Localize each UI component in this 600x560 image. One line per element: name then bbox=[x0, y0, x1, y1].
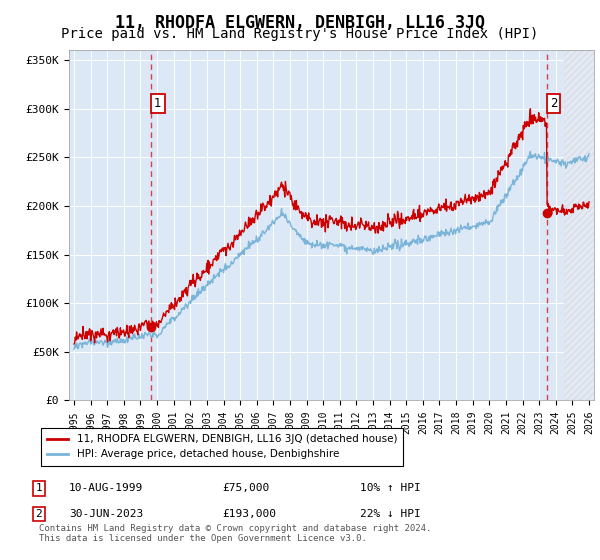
Bar bbox=[564, 50, 598, 400]
Text: 1: 1 bbox=[35, 483, 43, 493]
Text: 11, RHODFA ELGWERN, DENBIGH, LL16 3JQ: 11, RHODFA ELGWERN, DENBIGH, LL16 3JQ bbox=[115, 14, 485, 32]
Text: 2: 2 bbox=[35, 509, 43, 519]
Legend: 11, RHODFA ELGWERN, DENBIGH, LL16 3JQ (detached house), HPI: Average price, deta: 11, RHODFA ELGWERN, DENBIGH, LL16 3JQ (d… bbox=[41, 428, 403, 466]
Text: 2: 2 bbox=[550, 97, 557, 110]
Bar bbox=[564, 50, 598, 400]
Text: Contains HM Land Registry data © Crown copyright and database right 2024.
This d: Contains HM Land Registry data © Crown c… bbox=[39, 524, 431, 543]
Text: 30-JUN-2023: 30-JUN-2023 bbox=[69, 509, 143, 519]
Text: 22% ↓ HPI: 22% ↓ HPI bbox=[360, 509, 421, 519]
Text: £193,000: £193,000 bbox=[222, 509, 276, 519]
Text: 1: 1 bbox=[154, 97, 161, 110]
Text: £75,000: £75,000 bbox=[222, 483, 269, 493]
Text: 10-AUG-1999: 10-AUG-1999 bbox=[69, 483, 143, 493]
Text: 10% ↑ HPI: 10% ↑ HPI bbox=[360, 483, 421, 493]
Text: Price paid vs. HM Land Registry's House Price Index (HPI): Price paid vs. HM Land Registry's House … bbox=[61, 27, 539, 41]
